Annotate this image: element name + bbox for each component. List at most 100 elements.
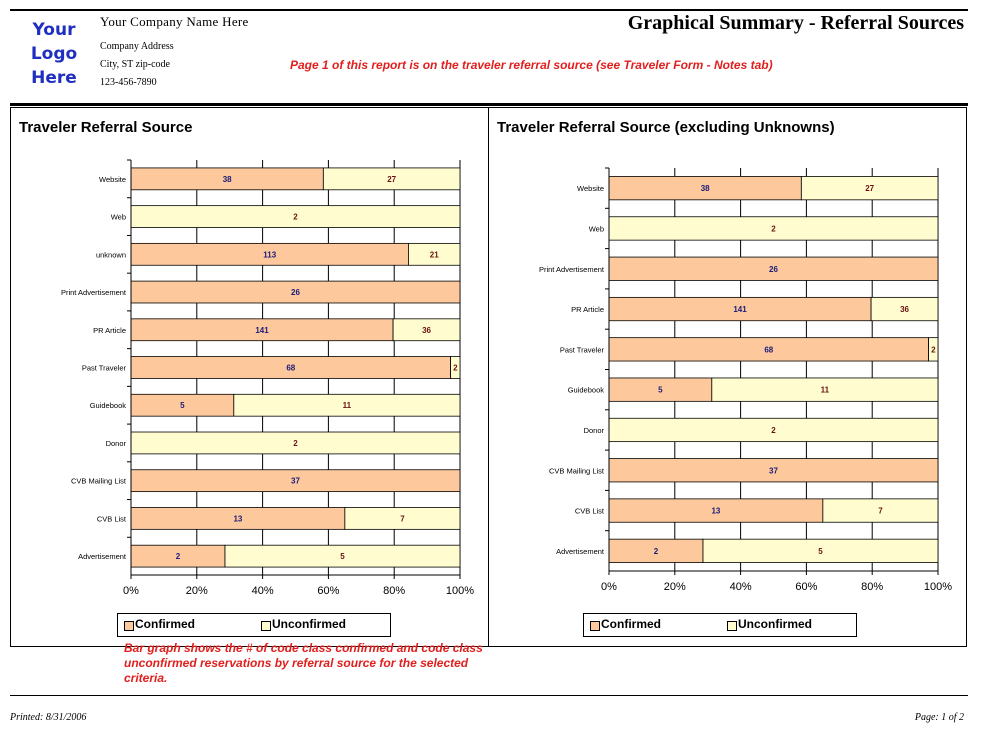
bar-unconfirmed [928,337,939,362]
category-label: Web [111,213,126,222]
data-label-unconfirmed: 2 [771,224,776,233]
data-label-confirmed: 37 [769,466,778,475]
data-label-confirmed: 37 [291,477,300,486]
category-label: unknown [96,250,126,259]
company-city: City, ST zip-code [100,59,170,70]
data-label-confirmed: 2 [176,552,181,561]
data-label-unconfirmed: 27 [387,175,396,184]
bar-unconfirmed [392,318,461,342]
data-label-unconfirmed: 7 [878,507,883,516]
company-address: Company Address [100,41,174,52]
bar-unconfirmed [822,498,939,523]
legend-label-unconfirmed: Unconfirmed [738,617,813,631]
data-label-unconfirmed: 2 [931,345,936,354]
chart-title-right: Traveler Referral Source (excluding Unkn… [497,119,835,136]
category-label: PR Article [93,326,126,335]
category-label: Guidebook [568,386,605,395]
bar-unconfirmed [800,176,939,201]
category-label: CVB Mailing List [549,466,605,475]
category-label: Advertisement [78,552,127,561]
category-label: Donor [584,426,605,435]
data-label-confirmed: 38 [701,184,710,193]
data-label-unconfirmed: 2 [293,213,298,222]
legend-right: Confirmed Unconfirmed [583,613,857,637]
category-label: Print Advertisement [539,265,605,274]
legend-swatch-unconfirmed [261,621,271,631]
data-label-confirmed: 68 [764,345,773,354]
bar-unconfirmed [233,393,461,417]
legend-swatch-unconfirmed [727,621,737,631]
legend-label-unconfirmed: Unconfirmed [272,617,347,631]
data-label-confirmed: 13 [711,507,720,516]
x-tick-label: 100% [924,581,952,593]
category-label: Guidebook [90,401,127,410]
page-number: Page: 1 of 2 [914,712,964,723]
x-tick-label: 40% [252,585,274,597]
legend-swatch-confirmed [124,621,134,631]
bottom-note: Bar graph shows the # of code class conf… [124,641,483,685]
data-label-confirmed: 13 [233,514,242,523]
data-label-confirmed: 141 [733,305,747,314]
data-label-unconfirmed: 2 [453,364,458,373]
bar-unconfirmed [711,377,939,402]
data-label-confirmed: 5 [180,401,185,410]
legend-label-confirmed: Confirmed [135,617,195,631]
data-label-confirmed: 26 [769,265,778,274]
x-tick-label: 0% [601,581,617,593]
category-label: CVB List [575,507,605,516]
data-label-confirmed: 68 [286,364,295,373]
x-tick-label: 80% [383,585,405,597]
chart-panel-right: Traveler Referral Source (excluding Unkn… [488,107,967,647]
data-label-confirmed: 26 [291,288,300,297]
bar-unconfirmed [344,507,461,530]
legend-label-confirmed: Confirmed [601,617,661,631]
data-label-unconfirmed: 36 [900,305,909,314]
x-tick-label: 100% [446,585,474,597]
bar-unconfirmed [322,167,461,191]
data-label-confirmed: 113 [263,250,276,259]
bar-unconfirmed [224,544,461,568]
data-label-unconfirmed: 5 [818,547,823,556]
category-label: Web [589,224,604,233]
header-rule [10,103,968,106]
data-label-unconfirmed: 5 [340,552,345,561]
legend-left: Confirmed Unconfirmed [117,613,391,637]
category-label: Advertisement [556,547,605,556]
data-label-unconfirmed: 21 [430,250,439,259]
report-note: Page 1 of this report is on the traveler… [290,58,773,72]
x-tick-label: 0% [123,585,139,597]
company-phone: 123-456-7890 [100,77,157,88]
bar-unconfirmed [870,296,939,322]
report-title: Graphical Summary - Referral Sources [627,12,964,34]
legend-swatch-confirmed [590,621,600,631]
category-label: Website [99,175,126,184]
x-tick-label: 20% [664,581,686,593]
data-label-unconfirmed: 2 [293,439,298,448]
data-label-unconfirmed: 36 [422,326,431,335]
bar-unconfirmed [450,356,461,379]
x-tick-label: 40% [730,581,752,593]
printed-date: Printed: 8/31/2006 [10,712,87,723]
company-name: Your Company Name Here [100,14,249,29]
category-label: Past Traveler [82,364,127,373]
chart-panel-left: Traveler Referral Source 0% 20% 40% 60% 80% 1… [10,107,490,647]
data-label-unconfirmed: 7 [400,514,405,523]
company-logo: Your Logo Here [30,20,78,88]
category-label: Past Traveler [560,345,605,354]
data-label-unconfirmed: 27 [865,184,874,193]
data-label-confirmed: 2 [654,547,659,556]
x-tick-label: 20% [186,585,208,597]
x-tick-label: 60% [317,585,339,597]
footer-rule [10,695,968,696]
data-label-confirmed: 141 [255,326,269,335]
category-label: CVB List [97,514,127,523]
x-tick-label: 60% [795,581,817,593]
category-label: Print Advertisement [61,288,127,297]
data-label-confirmed: 5 [658,386,663,395]
x-tick-label: 80% [861,581,883,593]
chart-title-left: Traveler Referral Source [19,119,193,136]
category-label: Donor [106,439,127,448]
top-rule [10,9,968,11]
